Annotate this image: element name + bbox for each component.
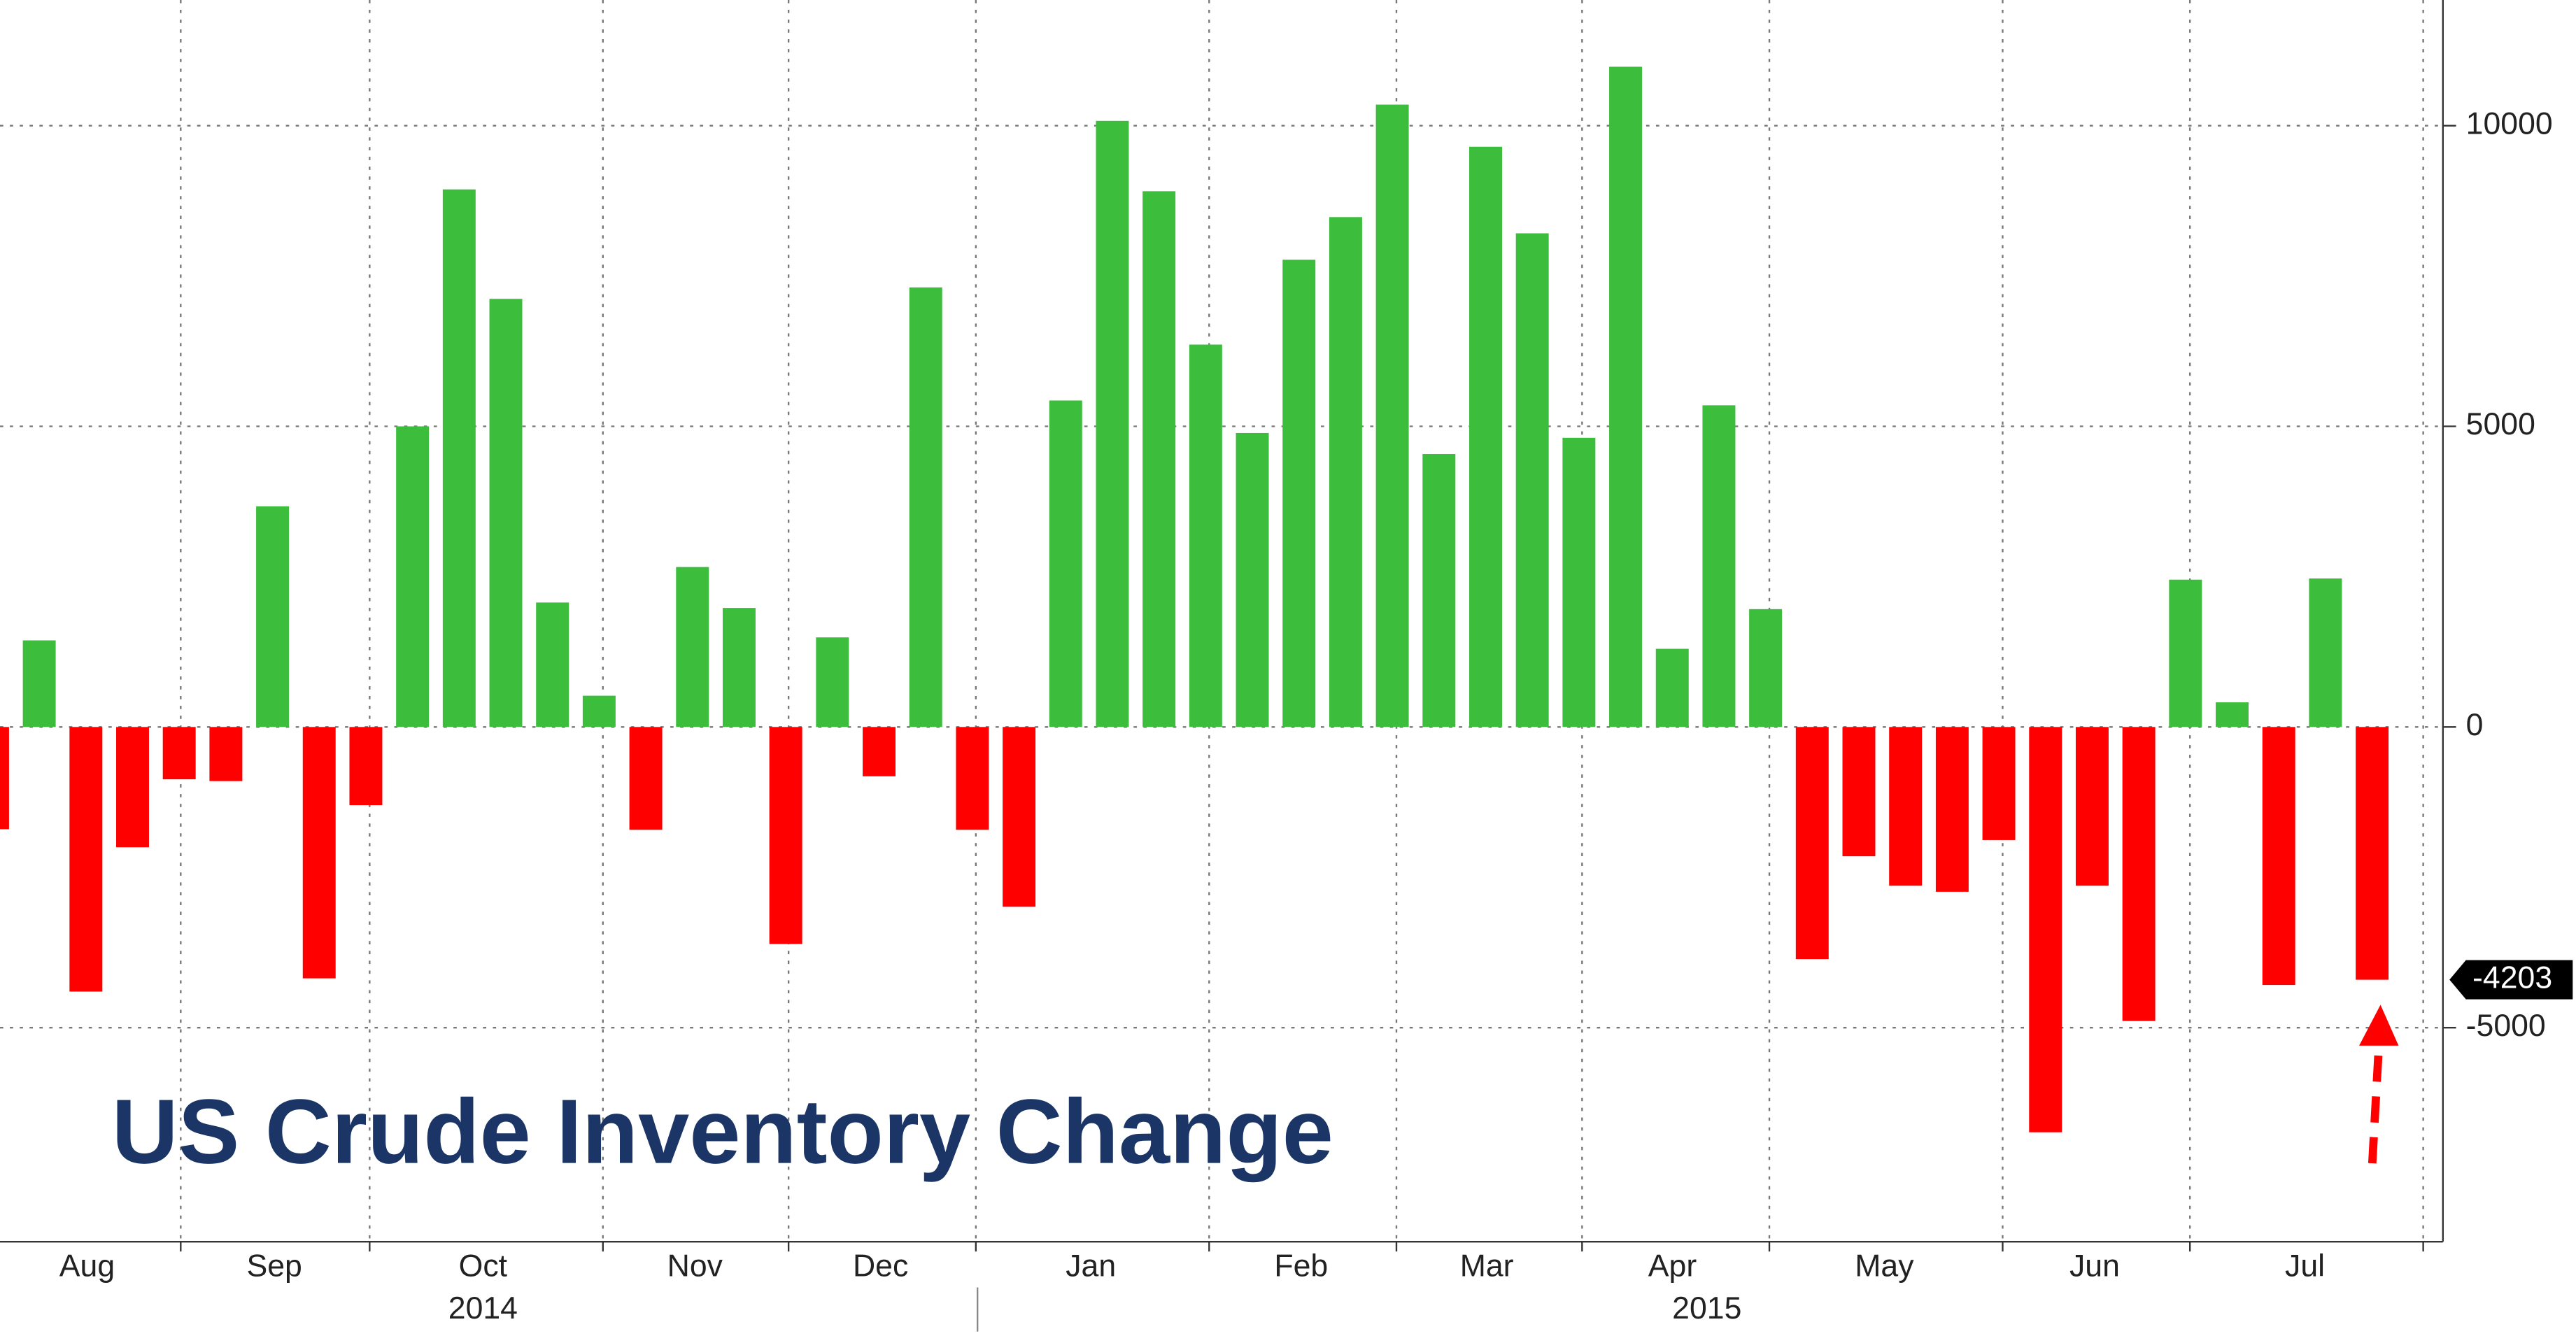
y-tick-label: 10000 (2466, 106, 2553, 141)
bar (2216, 702, 2249, 727)
bar (1142, 191, 1176, 727)
bar (1935, 727, 1969, 892)
bar (1236, 432, 1269, 727)
bar (956, 727, 989, 830)
arrow-shaft (2368, 1045, 2384, 1164)
bar (1655, 648, 1689, 727)
arrow-head (2359, 1004, 2399, 1046)
x-tick-label: Dec (853, 1249, 908, 1283)
bar (1982, 727, 2016, 840)
bar (2075, 727, 2109, 886)
bar (162, 727, 196, 780)
bar (1749, 609, 1783, 727)
bar (1609, 66, 1643, 727)
year-label: 2014 (448, 1291, 518, 1326)
x-tick-label: May (1855, 1249, 1914, 1283)
chart-title: US Crude Inventory Change (112, 1080, 1333, 1183)
annotation-arrow (2359, 1004, 2399, 1164)
bar (1096, 120, 1129, 727)
bar (816, 637, 849, 727)
x-tick-label: Mar (1460, 1249, 1514, 1283)
y-tick-label: -5000 (2466, 1009, 2546, 1043)
bar (1795, 727, 1829, 960)
x-tick-label: Jan (1066, 1249, 1116, 1283)
bar (116, 727, 149, 848)
bar (1422, 454, 1456, 727)
x-tick-label: Jun (2069, 1249, 2120, 1283)
y-tick-label: 0 (2466, 708, 2484, 742)
y-tick-label: 5000 (2466, 407, 2535, 441)
bar (1003, 727, 1036, 907)
bar (442, 189, 476, 727)
bar (1889, 727, 1923, 886)
bar (302, 727, 336, 979)
bar (209, 727, 243, 781)
bar (2309, 578, 2342, 727)
bar (396, 426, 430, 727)
year-label: 2015 (1672, 1291, 1741, 1326)
x-tick-label: Oct (459, 1249, 508, 1283)
bar (1702, 405, 1736, 727)
bar (629, 727, 663, 830)
bar (69, 727, 103, 992)
bar (1562, 437, 1596, 727)
bar (489, 299, 523, 727)
x-tick-label: Aug (59, 1249, 115, 1283)
bar (1842, 727, 1876, 857)
bar (1469, 146, 1502, 727)
x-tick-label: Sep (246, 1249, 302, 1283)
value-label: -4203 (2472, 960, 2552, 995)
bar (2356, 727, 2389, 980)
bar (909, 287, 942, 727)
value-label-box (2449, 960, 2573, 1000)
bar (863, 727, 896, 776)
bar (1189, 344, 1222, 727)
bar (1375, 104, 1409, 727)
bar (1049, 400, 1082, 727)
bar (2029, 727, 2062, 1132)
x-tick-label: Nov (667, 1249, 723, 1283)
bar (2262, 727, 2295, 986)
bar (769, 727, 802, 944)
x-tick-label: Feb (1274, 1249, 1328, 1283)
bar (2169, 579, 2202, 727)
bar (1515, 233, 1549, 727)
bar (2122, 727, 2156, 1021)
bar (0, 727, 9, 830)
bar (256, 506, 290, 727)
bar (22, 640, 56, 727)
bar (676, 567, 709, 727)
bar (722, 608, 756, 727)
x-tick-label: Apr (1648, 1249, 1697, 1283)
bar (1329, 217, 1362, 727)
bar (1282, 260, 1316, 727)
bar (349, 727, 383, 806)
bar (582, 695, 616, 727)
x-tick-label: Jul (2285, 1249, 2325, 1283)
bar-layer (0, 66, 2389, 1132)
bar (536, 602, 569, 727)
